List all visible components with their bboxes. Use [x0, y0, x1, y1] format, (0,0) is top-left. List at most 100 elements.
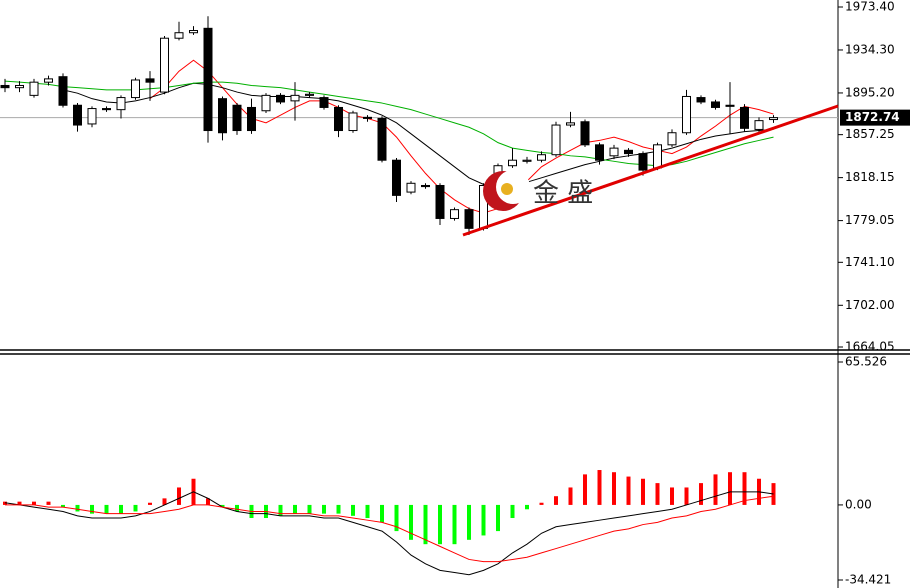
- histogram-bar: [365, 504, 370, 519]
- candle-body: [638, 153, 648, 171]
- candle-body: [261, 94, 271, 112]
- histogram-bar: [568, 487, 573, 505]
- candle-body: [740, 106, 749, 129]
- candle-body: [0, 84, 10, 89]
- candle-body: [450, 209, 459, 219]
- candle-body: [377, 117, 387, 161]
- current-price-box: [840, 109, 910, 126]
- candle-body: [29, 81, 39, 96]
- histogram-bar: [452, 504, 457, 545]
- candle-body: [58, 76, 68, 106]
- y-tick-label: 1895.20: [845, 85, 895, 99]
- candle-body: [392, 159, 401, 196]
- y-tick-label: 1818.15: [845, 170, 895, 184]
- y-tick-label: 1702.00: [845, 298, 895, 312]
- histogram-bar: [728, 472, 732, 505]
- candle-body: [247, 106, 256, 132]
- candle-body: [160, 37, 169, 93]
- candle-body: [290, 94, 300, 102]
- histogram-bar: [104, 504, 109, 514]
- logo-dot: [501, 183, 513, 195]
- histogram-bar: [684, 487, 689, 505]
- histogram-bar: [626, 476, 631, 505]
- candle-body: [464, 209, 474, 229]
- y-tick-label: -34.421: [845, 573, 891, 587]
- candle-body: [421, 184, 430, 188]
- candle-body: [725, 104, 735, 107]
- candle-body: [145, 78, 155, 83]
- macd-pane: 65.526 0.00 -34.421: [3, 355, 891, 587]
- candle-body: [319, 97, 329, 108]
- candle-body: [218, 98, 227, 134]
- histogram-bar: [670, 487, 674, 505]
- candle-body: [116, 97, 126, 111]
- candle-body: [769, 117, 778, 121]
- histogram-bar: [496, 504, 500, 532]
- candle-body: [754, 120, 764, 130]
- histogram-bar: [278, 504, 283, 516]
- candle-body: [44, 78, 53, 83]
- y-tick-label: 1779.05: [845, 213, 895, 227]
- candle-body: [203, 27, 213, 132]
- candle-body: [682, 95, 691, 134]
- price-pane: 1973.40 1934.30 1895.20 1857.25 1818.15 1779.…: [0, 0, 910, 354]
- histogram-bar: [380, 504, 384, 523]
- candle-body: [276, 94, 285, 103]
- histogram-bar: [612, 472, 616, 505]
- histogram-bar: [293, 504, 297, 514]
- histogram-bar: [119, 504, 123, 514]
- candle-body: [348, 112, 358, 132]
- candle-body: [508, 159, 517, 167]
- candle-body: [174, 32, 184, 39]
- histogram-bar: [90, 504, 94, 514]
- histogram-bar: [32, 501, 36, 505]
- candle-body: [580, 121, 590, 146]
- histogram-bar: [235, 504, 239, 512]
- histogram-bar: [713, 474, 718, 505]
- candle-body: [73, 104, 82, 126]
- y-tick-label: 1741.10: [845, 255, 895, 269]
- histogram-bar: [525, 504, 529, 510]
- histogram-bar: [133, 504, 138, 512]
- candle-body: [566, 122, 575, 126]
- y-tick-label: 1664.05: [845, 340, 895, 354]
- line-series: [4, 491, 774, 576]
- histogram-bar: [75, 504, 80, 512]
- histogram-bar: [206, 498, 210, 505]
- histogram-bar: [481, 504, 486, 536]
- y-tick-label: 1934.30: [845, 42, 895, 56]
- histogram-bar: [510, 504, 515, 519]
- candle-body: [711, 101, 720, 108]
- candle-body: [624, 149, 633, 155]
- histogram-bar: [409, 504, 413, 540]
- candle-body: [522, 159, 532, 162]
- histogram-bar: [539, 502, 544, 505]
- histogram-bar: [597, 470, 602, 505]
- y-tick-label: 65.526: [845, 355, 887, 369]
- y-tick-label: 0.00: [845, 497, 872, 511]
- histogram-bar: [351, 504, 355, 516]
- histogram-bar: [467, 504, 471, 540]
- histogram-bar: [641, 478, 645, 505]
- histogram-bar: [3, 501, 7, 505]
- trend-line: [462, 104, 839, 237]
- histogram-bar: [162, 498, 167, 505]
- candle-body: [363, 116, 372, 119]
- histogram-bar: [17, 501, 22, 505]
- histogram-bar: [336, 504, 341, 514]
- y-tick-label: 1973.40: [845, 0, 895, 14]
- candle-body: [653, 144, 662, 169]
- histogram-bar: [394, 504, 399, 532]
- candle-body: [305, 93, 314, 96]
- histogram-bar: [322, 504, 326, 514]
- y-tick-label: 1857.25: [845, 127, 895, 141]
- candle-body: [232, 104, 242, 132]
- candle-body: [334, 106, 343, 132]
- histogram-bar: [554, 496, 558, 505]
- candle-body: [667, 132, 677, 146]
- candle-body: [15, 84, 24, 89]
- histogram-bar: [583, 474, 587, 505]
- candle-body: [551, 124, 561, 156]
- logo-cut: [496, 170, 530, 204]
